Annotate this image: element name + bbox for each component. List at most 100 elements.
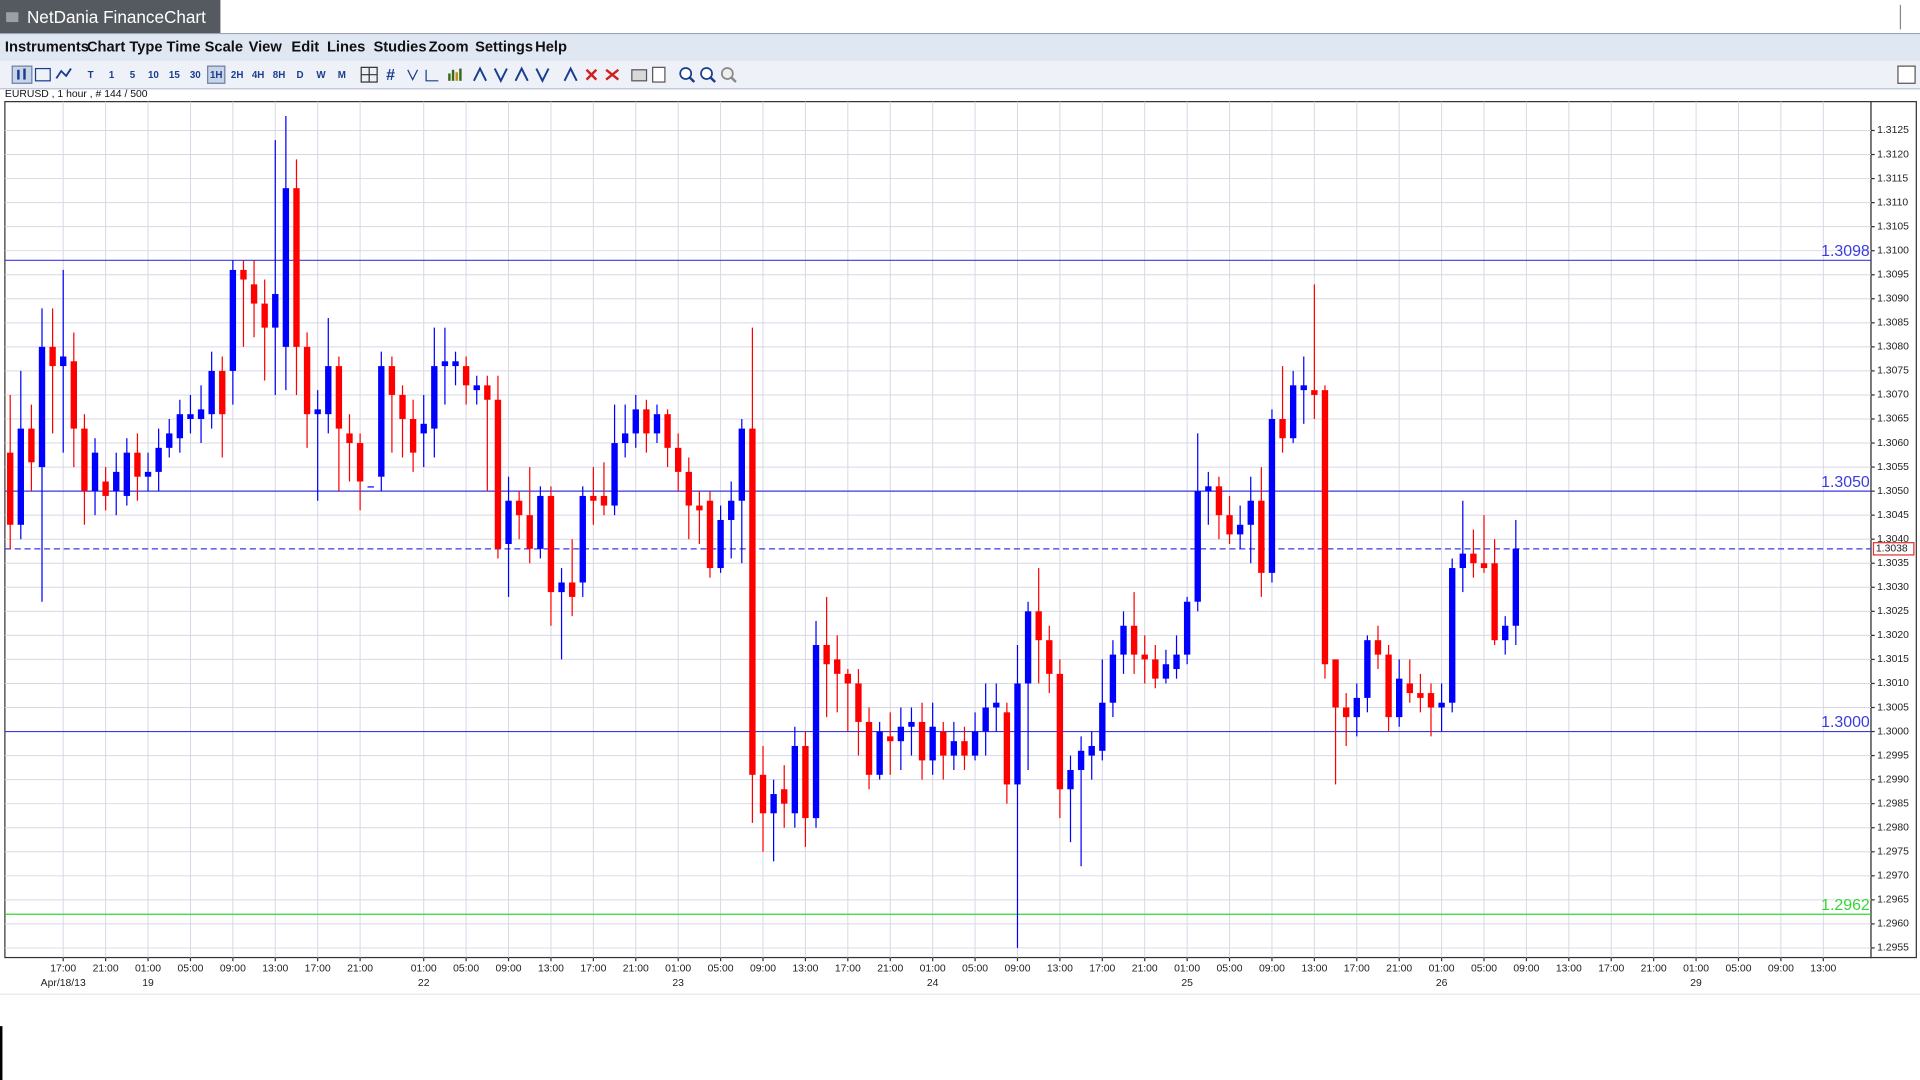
candle-body — [590, 495, 597, 501]
candle-body — [950, 741, 958, 756]
candle-body — [505, 500, 512, 545]
timescale-button[interactable]: T — [88, 70, 94, 81]
icon-glyph — [459, 68, 462, 81]
y-tick-label: 1.3125 — [1877, 125, 1909, 136]
candle-body — [1353, 697, 1360, 718]
y-tick-label: 1.3095 — [1877, 269, 1909, 280]
candle-body — [961, 741, 968, 756]
x-tick-label: 09:00 — [496, 963, 522, 974]
candle-body — [261, 303, 268, 328]
menu-item[interactable]: Chart Type — [87, 40, 163, 56]
icon-line[interactable] — [55, 68, 72, 79]
timescale-button[interactable]: 15 — [169, 70, 180, 81]
icon-axis[interactable] — [425, 69, 439, 82]
y-tick-label: 1.2995 — [1877, 750, 1909, 761]
icon-zoom-out[interactable] — [700, 67, 713, 80]
candle-body — [887, 736, 894, 742]
menu-item[interactable]: Instruments — [5, 40, 89, 56]
y-tick-label: 1.2970 — [1877, 871, 1909, 882]
candle-body — [399, 394, 406, 419]
icon-glyph — [455, 72, 458, 81]
candle-body — [219, 370, 226, 415]
timescale-button[interactable]: 8H — [273, 70, 286, 81]
menu-item[interactable]: View — [249, 40, 283, 56]
x-tick-label: 21:00 — [877, 963, 903, 974]
timescale-button[interactable]: D — [296, 70, 303, 81]
menu-item[interactable]: Settings — [475, 40, 533, 56]
candle-body — [1194, 491, 1201, 602]
timescale-button[interactable]: 2H — [231, 70, 244, 81]
candle-body — [282, 188, 290, 347]
candle-body — [1099, 702, 1106, 751]
icon-zoom-in[interactable] — [679, 67, 693, 80]
icon-bars[interactable] — [34, 67, 51, 82]
timescale-buttons: T 1 5 10 15 30 1H 2H 4H 8H D W M — [88, 65, 346, 84]
timescale-button[interactable]: M — [338, 70, 346, 81]
x-tick-label: 01:00 — [665, 963, 691, 974]
icon-print[interactable] — [631, 69, 648, 82]
icon-candles[interactable] — [11, 65, 33, 84]
timescale-button[interactable]: 10 — [148, 70, 159, 81]
candle-body — [1205, 486, 1212, 492]
y-tick-label: 1.2960 — [1877, 919, 1909, 930]
candle-body — [1162, 664, 1170, 679]
icon-panel[interactable] — [1897, 65, 1916, 84]
timescale-button[interactable]: 4H — [252, 70, 265, 81]
menu-item[interactable]: Help — [535, 40, 567, 56]
candle-body — [1332, 659, 1339, 708]
x-tick-label: 01:00 — [920, 963, 946, 974]
icon-draw[interactable] — [407, 69, 419, 81]
x-tick-label: 01:00 — [411, 963, 437, 974]
icon-glyph — [730, 76, 737, 83]
candle-body — [1014, 683, 1021, 785]
icon-fib[interactable] — [563, 66, 578, 82]
menu-item[interactable]: Edit — [291, 40, 319, 56]
menu-item[interactable]: Zoom — [429, 40, 469, 56]
candle-body — [409, 418, 417, 453]
plot-area — [4, 101, 1872, 959]
candle-body — [1374, 640, 1382, 655]
x-tick-label: 17:00 — [1344, 963, 1370, 974]
candle-body — [696, 505, 703, 511]
level-label: 1.3050 — [1821, 474, 1870, 491]
candle-body — [1364, 640, 1371, 698]
menu-item[interactable]: Lines — [327, 40, 365, 56]
candle-body — [1491, 563, 1498, 641]
candle-body — [197, 409, 205, 419]
candle-body — [60, 356, 67, 367]
menu-item[interactable]: Time Scale — [167, 40, 243, 56]
x-tick-label: 09:00 — [1768, 963, 1794, 974]
icon-zoom-reset[interactable] — [720, 67, 734, 80]
candle-body — [1173, 654, 1180, 670]
timescale-button[interactable]: 30 — [190, 70, 201, 81]
timescale-button[interactable]: 1 — [109, 70, 115, 81]
menu-item[interactable]: Studies — [373, 40, 426, 56]
x-tick-label: 01:00 — [135, 963, 161, 974]
candle-body — [1300, 385, 1307, 391]
timescale-button[interactable]: 5 — [130, 70, 136, 81]
icon-delete-all[interactable] — [605, 68, 620, 81]
x-tick-label: 21:00 — [1386, 963, 1412, 974]
y-tick-label: 1.3100 — [1877, 245, 1909, 256]
icon-trendlines[interactable] — [473, 66, 550, 84]
axis-labels: 1.2955 1.2960 1.2965 1.2970 1.2975 1.2980 1.29… — [41, 125, 1909, 989]
timescale-button[interactable]: 1H — [210, 70, 223, 81]
timescale-button[interactable]: W — [316, 70, 326, 81]
candle-body — [1152, 659, 1159, 679]
candle-body — [1480, 563, 1488, 569]
x-tick-label: 05:00 — [177, 963, 203, 974]
y-tick-label: 1.3055 — [1877, 462, 1909, 473]
candle-body — [1024, 611, 1032, 684]
candle-body — [844, 673, 852, 684]
candle-body — [653, 414, 661, 434]
icon-grid[interactable]: # — [386, 67, 395, 84]
icon-delete[interactable] — [585, 68, 598, 81]
candle-body — [134, 452, 141, 477]
icon-studies[interactable] — [448, 68, 462, 81]
candle-body — [70, 361, 78, 429]
icon-preview[interactable] — [652, 66, 666, 83]
y-tick-label: 1.2985 — [1877, 798, 1909, 809]
y-tick-label: 1.3035 — [1877, 558, 1909, 569]
candle-body — [823, 644, 830, 665]
